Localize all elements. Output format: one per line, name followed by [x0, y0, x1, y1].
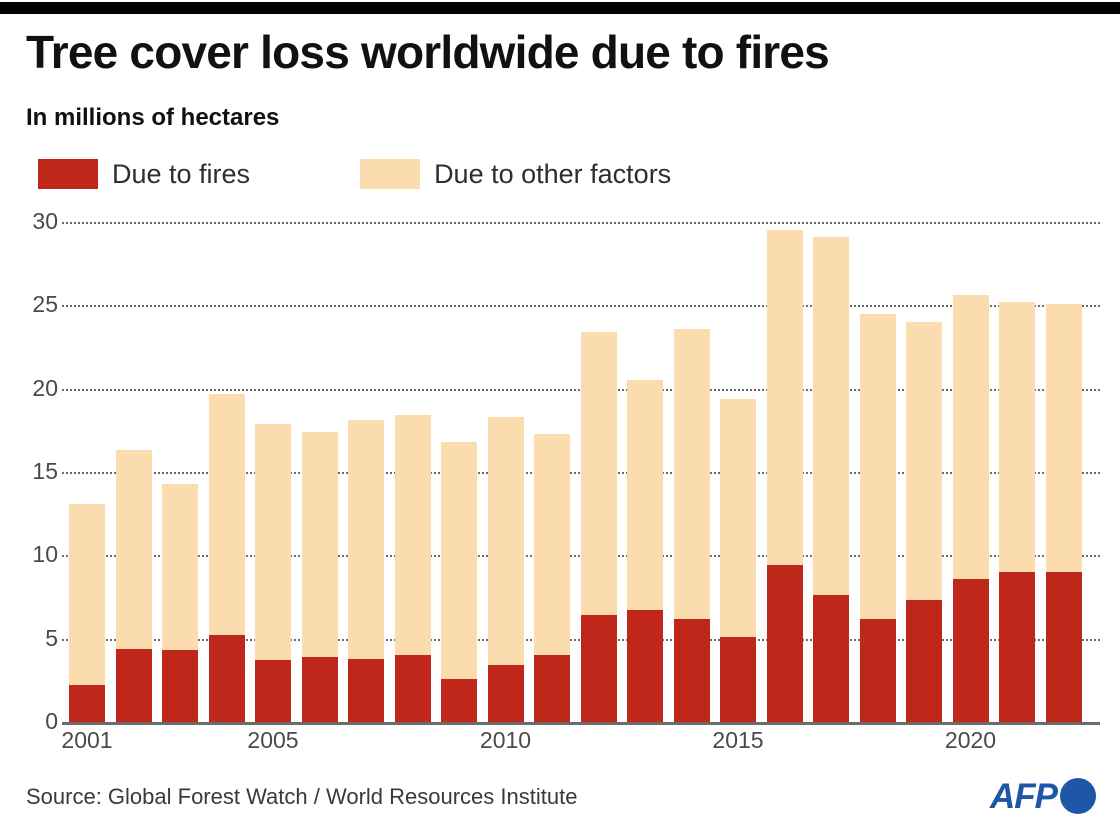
bar-segment-other-factors	[115, 450, 152, 649]
bar-2008	[394, 415, 431, 722]
bar-2012	[580, 332, 617, 722]
bar-2007	[348, 420, 384, 722]
bar-segment-other-factors	[348, 420, 384, 659]
chart-legend: Due to fires Due to other factors	[38, 155, 671, 193]
bar-segment-other-factors	[906, 322, 942, 601]
bar-segment-fires	[348, 658, 384, 722]
bar-2006	[301, 432, 338, 722]
bar-segment-fires	[999, 572, 1035, 722]
source-note: Source: Global Forest Watch / World Reso…	[26, 784, 578, 809]
bar-segment-fires	[255, 660, 291, 722]
bar-segment-other-factors	[487, 417, 524, 666]
bar-2022	[1045, 303, 1082, 722]
bar-segment-other-factors	[580, 332, 617, 616]
y-axis-tick-label: 25	[32, 291, 58, 318]
bar-segment-other-factors	[441, 442, 477, 679]
bar-segment-fires	[441, 678, 477, 722]
x-axis-tick-label: 2001	[61, 727, 113, 753]
bar-segment-fires	[487, 665, 524, 722]
bar-segment-fires	[859, 618, 896, 722]
bar-segment-fires	[673, 618, 710, 722]
bar-segment-other-factors	[69, 503, 105, 686]
y-axis-tick-label: 30	[32, 208, 58, 234]
bar-segment-fires	[580, 615, 617, 722]
bar-2010	[487, 417, 524, 722]
top-black-bar	[0, 2, 1120, 14]
bar-2005	[255, 423, 291, 722]
bar-2020	[952, 295, 989, 722]
page-subtitle: In millions of hectares	[26, 104, 280, 131]
legend-label-fires: Due to fires	[112, 158, 251, 189]
bar-segment-other-factors	[1045, 303, 1082, 572]
bar-segment-other-factors	[813, 237, 849, 596]
bar-segment-fires	[627, 610, 663, 722]
page-title: Tree cover loss worldwide due to fires	[26, 26, 830, 78]
x-axis-tick-label: 2015	[712, 727, 764, 753]
y-axis-tick-label: 0	[45, 708, 58, 734]
y-axis-tick-label: 20	[32, 374, 58, 401]
footer-divider	[0, 764, 1120, 765]
bar-2015	[720, 398, 756, 722]
bar-segment-fires	[208, 635, 245, 722]
legend-swatch-other-icon	[360, 159, 421, 189]
gridline	[62, 222, 1100, 224]
bar-segment-fires	[813, 595, 849, 722]
bar-2016	[766, 230, 803, 722]
bar-2013	[627, 380, 663, 722]
y-axis-tick-label: 10	[32, 541, 58, 568]
x-axis-tick-label: 2010	[479, 727, 532, 753]
bar-segment-other-factors	[766, 230, 803, 566]
bar-segment-fires	[115, 648, 152, 722]
bar-segment-fires	[394, 655, 431, 722]
bar-segment-other-factors	[208, 393, 245, 636]
afp-logo: AFP	[990, 774, 1096, 818]
y-axis-tick-label: 15	[32, 458, 58, 484]
bar-2019	[906, 322, 942, 722]
bar-2009	[441, 442, 477, 722]
bar-2004	[208, 393, 245, 722]
bar-segment-fires	[766, 565, 803, 722]
x-axis-tick-label: 2020	[944, 727, 997, 753]
bar-segment-other-factors	[627, 380, 663, 611]
bar-2003	[162, 483, 198, 722]
bar-2002	[115, 450, 152, 722]
bar-segment-fires	[301, 657, 338, 722]
bar-segment-other-factors	[859, 313, 896, 619]
gridline	[62, 305, 1100, 308]
bar-segment-other-factors	[301, 432, 338, 657]
bar-segment-other-factors	[394, 415, 431, 656]
bar-segment-other-factors	[673, 328, 710, 619]
bar-2014	[673, 328, 710, 722]
bar-segment-fires	[534, 655, 570, 722]
bar-2011	[534, 433, 570, 722]
legend-swatch-fires-icon	[38, 159, 98, 189]
y-axis-tick-label: 5	[45, 624, 58, 651]
bar-segment-fires	[69, 685, 105, 722]
bar-segment-other-factors	[720, 398, 756, 637]
afp-logo-dot-icon	[1060, 778, 1096, 814]
bar-2018	[859, 313, 896, 722]
legend-item-fires: Due to fires	[38, 155, 250, 193]
bar-segment-fires	[162, 650, 198, 722]
bar-segment-fires	[720, 636, 756, 722]
bar-segment-other-factors	[952, 295, 989, 579]
x-axis-tick-label: 2005	[247, 727, 299, 753]
bar-segment-fires	[906, 600, 942, 722]
legend-label-other: Due to other factors	[434, 158, 672, 189]
bar-segment-fires	[952, 578, 989, 722]
afp-logo-text: AFP	[990, 776, 1058, 816]
bar-2017	[813, 237, 849, 722]
bar-segment-other-factors	[999, 302, 1035, 572]
bar-segment-fires	[1045, 571, 1082, 722]
bar-segment-other-factors	[534, 433, 570, 656]
legend-item-other: Due to other factors	[360, 155, 671, 193]
bar-2001	[69, 503, 105, 722]
bar-2021	[999, 302, 1035, 722]
x-axis-line	[62, 722, 1100, 725]
bar-segment-other-factors	[162, 483, 198, 651]
bar-segment-other-factors	[255, 423, 291, 661]
